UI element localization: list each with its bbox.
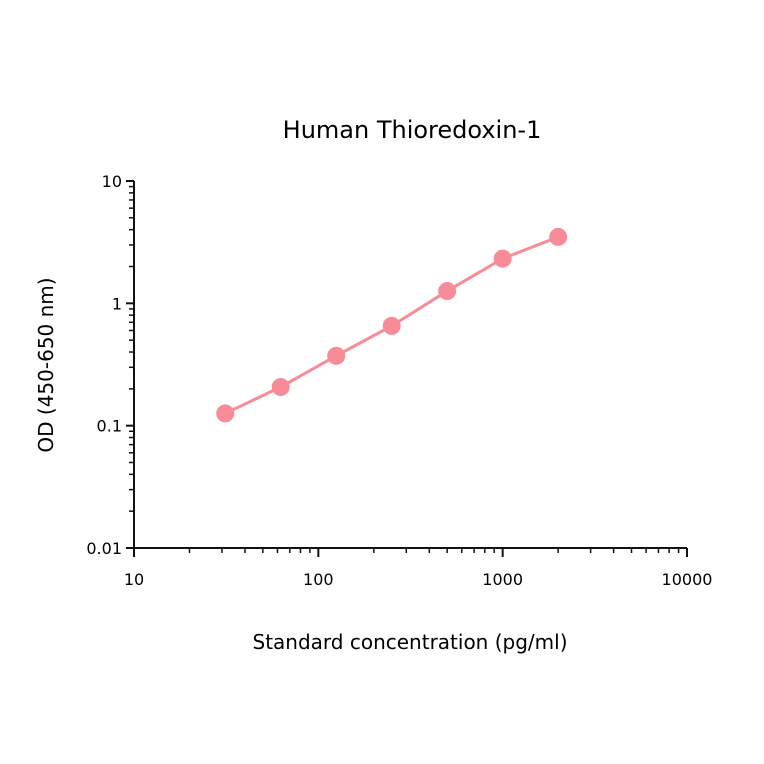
y-tick-label: 0.01	[86, 539, 122, 558]
chart-title: Human Thioredoxin-1	[283, 116, 542, 144]
data-point	[549, 227, 568, 246]
y-axis-label: OD (450-650 nm)	[34, 277, 58, 452]
x-tick-label: 10	[124, 570, 144, 589]
y-tick-label: 1	[112, 294, 122, 313]
x-tick-label: 100	[303, 570, 334, 589]
y-tick-label: 0.1	[97, 417, 122, 436]
data-point	[493, 249, 512, 268]
data-point	[382, 316, 401, 335]
x-tick-label: 1000	[482, 570, 523, 589]
data-point	[216, 404, 235, 423]
tick-labels: 0.01 0.1 1 10 10 100 1000 10000	[86, 172, 712, 589]
x-axis-label: Standard concentration (pg/ml)	[253, 630, 568, 654]
x-tick-label: 10000	[662, 570, 713, 589]
data-series	[216, 227, 568, 423]
data-point	[438, 282, 457, 301]
data-point	[271, 378, 290, 397]
y-tick-label: 10	[102, 172, 122, 191]
axes	[126, 180, 688, 557]
data-point	[327, 346, 346, 365]
